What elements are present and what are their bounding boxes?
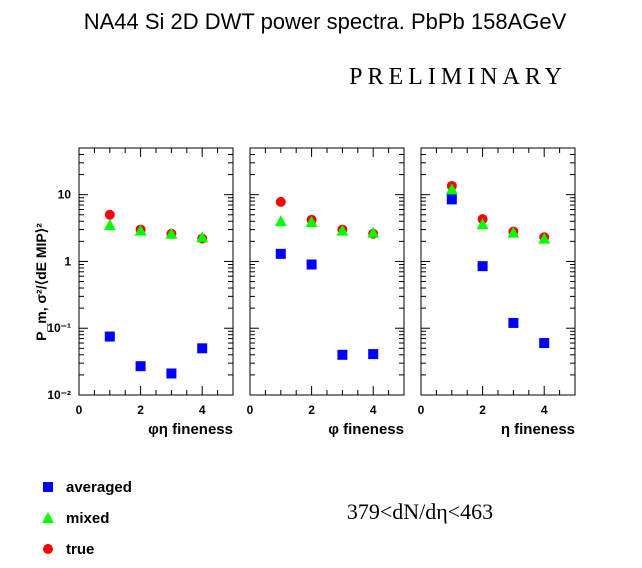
data-point-mixed xyxy=(538,232,551,244)
x-axis-label: φ fineness xyxy=(328,421,404,438)
y-axis-label: P_m, σ²/⟨dE MIP⟩² xyxy=(33,223,49,341)
preliminary-watermark: PRELIMINARY xyxy=(349,64,567,90)
data-point-averaged xyxy=(275,248,286,259)
y-tick-label: 1 xyxy=(64,254,71,268)
plot-panel-2: 0 2 4 φ fineness xyxy=(247,147,405,438)
plot-panel-1: 0 2 4 10 1 10⁻¹ 10⁻² φη fineness xyxy=(47,147,234,438)
data-point-mixed xyxy=(507,226,520,238)
data-point-averaged xyxy=(508,317,519,328)
data-point-mixed xyxy=(476,218,489,230)
x-tick-label: 4 xyxy=(541,403,548,417)
legend-item-mixed: mixed xyxy=(42,510,109,527)
x-axis-label: η fineness xyxy=(501,421,575,438)
plot-panel-3: 0 2 4 η fineness xyxy=(418,147,576,438)
data-point-true xyxy=(275,196,286,207)
legend-marker-averaged xyxy=(43,482,53,492)
x-tick-label: 2 xyxy=(308,403,315,417)
legend-item-averaged: averaged xyxy=(43,479,132,496)
data-point-averaged xyxy=(368,349,379,360)
data-point-mixed xyxy=(445,183,458,195)
data-point-mixed xyxy=(274,215,287,227)
data-point-averaged xyxy=(337,349,348,360)
plot-frame xyxy=(78,147,234,396)
data-point-mixed xyxy=(103,219,116,231)
y-tick-label: 10⁻¹ xyxy=(47,321,71,335)
data-point-true xyxy=(104,209,115,220)
legend-item-true: true xyxy=(43,541,94,558)
plot-panels: 0 2 4 10 1 10⁻¹ 10⁻² φη fineness 0 2 4 φ fineness 0 2… xyxy=(47,147,576,438)
x-tick-label: 0 xyxy=(76,403,83,417)
x-tick-label: 0 xyxy=(418,403,425,417)
data-point-averaged xyxy=(306,259,317,270)
data-point-averaged xyxy=(477,261,488,272)
multiplicity-cut-label: 379<dN/dη<463 xyxy=(347,499,493,524)
data-point-averaged xyxy=(104,331,115,342)
x-tick-label: 4 xyxy=(370,403,377,417)
y-tick-label: 10 xyxy=(58,188,72,202)
data-point-mixed xyxy=(305,215,318,227)
data-point-averaged xyxy=(539,338,550,349)
data-point-mixed xyxy=(165,227,178,239)
data-point-mixed xyxy=(367,226,380,238)
legend-label-averaged: averaged xyxy=(66,479,132,496)
chart-title: NA44 Si 2D DWT power spectra. PbPb 158AG… xyxy=(84,9,567,34)
y-tick-label: 10⁻² xyxy=(47,388,71,402)
x-tick-label: 4 xyxy=(199,403,206,417)
data-point-averaged xyxy=(446,194,457,205)
data-point-mixed xyxy=(336,224,349,236)
legend-marker-true xyxy=(43,544,53,554)
x-axis-label: φη fineness xyxy=(148,421,233,438)
plot-frame xyxy=(249,147,405,396)
data-point-mixed xyxy=(196,231,209,243)
legend-marker-mixed xyxy=(42,512,54,523)
plot-frame xyxy=(420,147,576,396)
data-point-averaged xyxy=(135,361,146,372)
data-point-averaged xyxy=(166,368,177,379)
x-tick-label: 0 xyxy=(247,403,254,417)
legend-label-mixed: mixed xyxy=(66,510,109,527)
data-point-averaged xyxy=(197,343,208,354)
x-tick-label: 2 xyxy=(479,403,486,417)
x-tick-label: 2 xyxy=(137,403,144,417)
data-point-mixed xyxy=(134,224,147,236)
legend-label-true: true xyxy=(66,541,94,558)
legend: averaged mixed true xyxy=(42,479,132,558)
